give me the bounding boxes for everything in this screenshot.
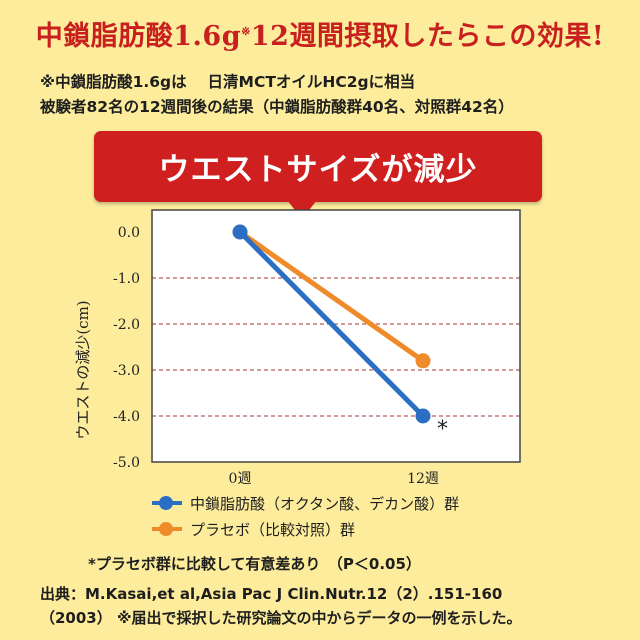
legend-swatch-placebo — [152, 522, 182, 536]
grid-layer — [152, 277, 520, 417]
data-point — [232, 224, 248, 240]
x-tick-label: 0週 — [229, 471, 252, 487]
series-layer: * — [232, 224, 448, 442]
y-tick-label: 0.0 — [118, 225, 140, 241]
headline-rest: 12週間摂取したらこの効果! — [250, 21, 605, 52]
legend: 中鎖脂肪酸（オクタン酸、デカン酸）群 プラセボ（比較対照）群 — [152, 490, 459, 542]
headline-mark: ※ — [241, 25, 251, 38]
x-tick-labels: 0週 12週 — [229, 471, 439, 487]
headline: 中鎖脂肪酸1.6g※12週間摂取したらこの効果! — [0, 14, 640, 53]
result-banner: ウエストサイズが減少 — [94, 131, 542, 202]
y-tick-label: -4.0 — [113, 409, 140, 425]
source-line-2: （2003） ※届出で採択した研究論文の中からデータの一例を示した。 — [40, 609, 522, 627]
x-tick-label: 12週 — [407, 471, 439, 487]
y-tick-label: -1.0 — [113, 271, 140, 287]
data-point — [415, 408, 431, 424]
series-line-1 — [237, 229, 426, 364]
plot-frame — [151, 209, 521, 463]
data-point — [415, 353, 431, 369]
source-line-1: 出典：M.Kasai,et al,Asia Pac J Clin.Nutr.12… — [40, 585, 503, 603]
y-tick-labels: 0.0 -1.0 -2.0 -3.0 -4.0 -5.0 — [113, 225, 140, 471]
study-notes: ※中鎖脂肪酸1.6gは 日清MCTオイルHC2gに相当 被験者82名の12週間後… — [40, 70, 514, 120]
y-tick-label: -2.0 — [113, 317, 140, 333]
source-citation: 出典：M.Kasai,et al,Asia Pac J Clin.Nutr.12… — [40, 582, 522, 630]
plot-area — [152, 210, 520, 462]
legend-swatch-mct — [152, 496, 182, 510]
y-axis-label: ウエストの減少(cm) — [74, 300, 92, 439]
headline-main: 中鎖脂肪酸1.6g — [35, 21, 242, 52]
significance-note: *プラセボ群に比較して有意差あり （P＜0.05） — [88, 555, 421, 573]
significance-marker: * — [437, 417, 448, 442]
legend-label-mct: 中鎖脂肪酸（オクタン酸、デカン酸）群 — [190, 494, 460, 513]
y-tick-label: -3.0 — [113, 363, 140, 379]
y-tick-label: -5.0 — [113, 455, 140, 471]
study-note-line-2: 被験者82名の12週間後の結果（中鎖脂肪酸群40名、対照群42名） — [40, 98, 514, 116]
legend-label-placebo: プラセボ（比較対照）群 — [190, 520, 356, 539]
legend-item-mct: 中鎖脂肪酸（オクタン酸、デカン酸）群 — [152, 490, 459, 516]
series-line-0 — [237, 229, 426, 419]
result-banner-text: ウエストサイズが減少 — [158, 152, 478, 188]
legend-item-placebo: プラセボ（比較対照）群 — [152, 516, 459, 542]
study-note-line-1: ※中鎖脂肪酸1.6gは 日清MCTオイルHC2gに相当 — [40, 73, 416, 91]
